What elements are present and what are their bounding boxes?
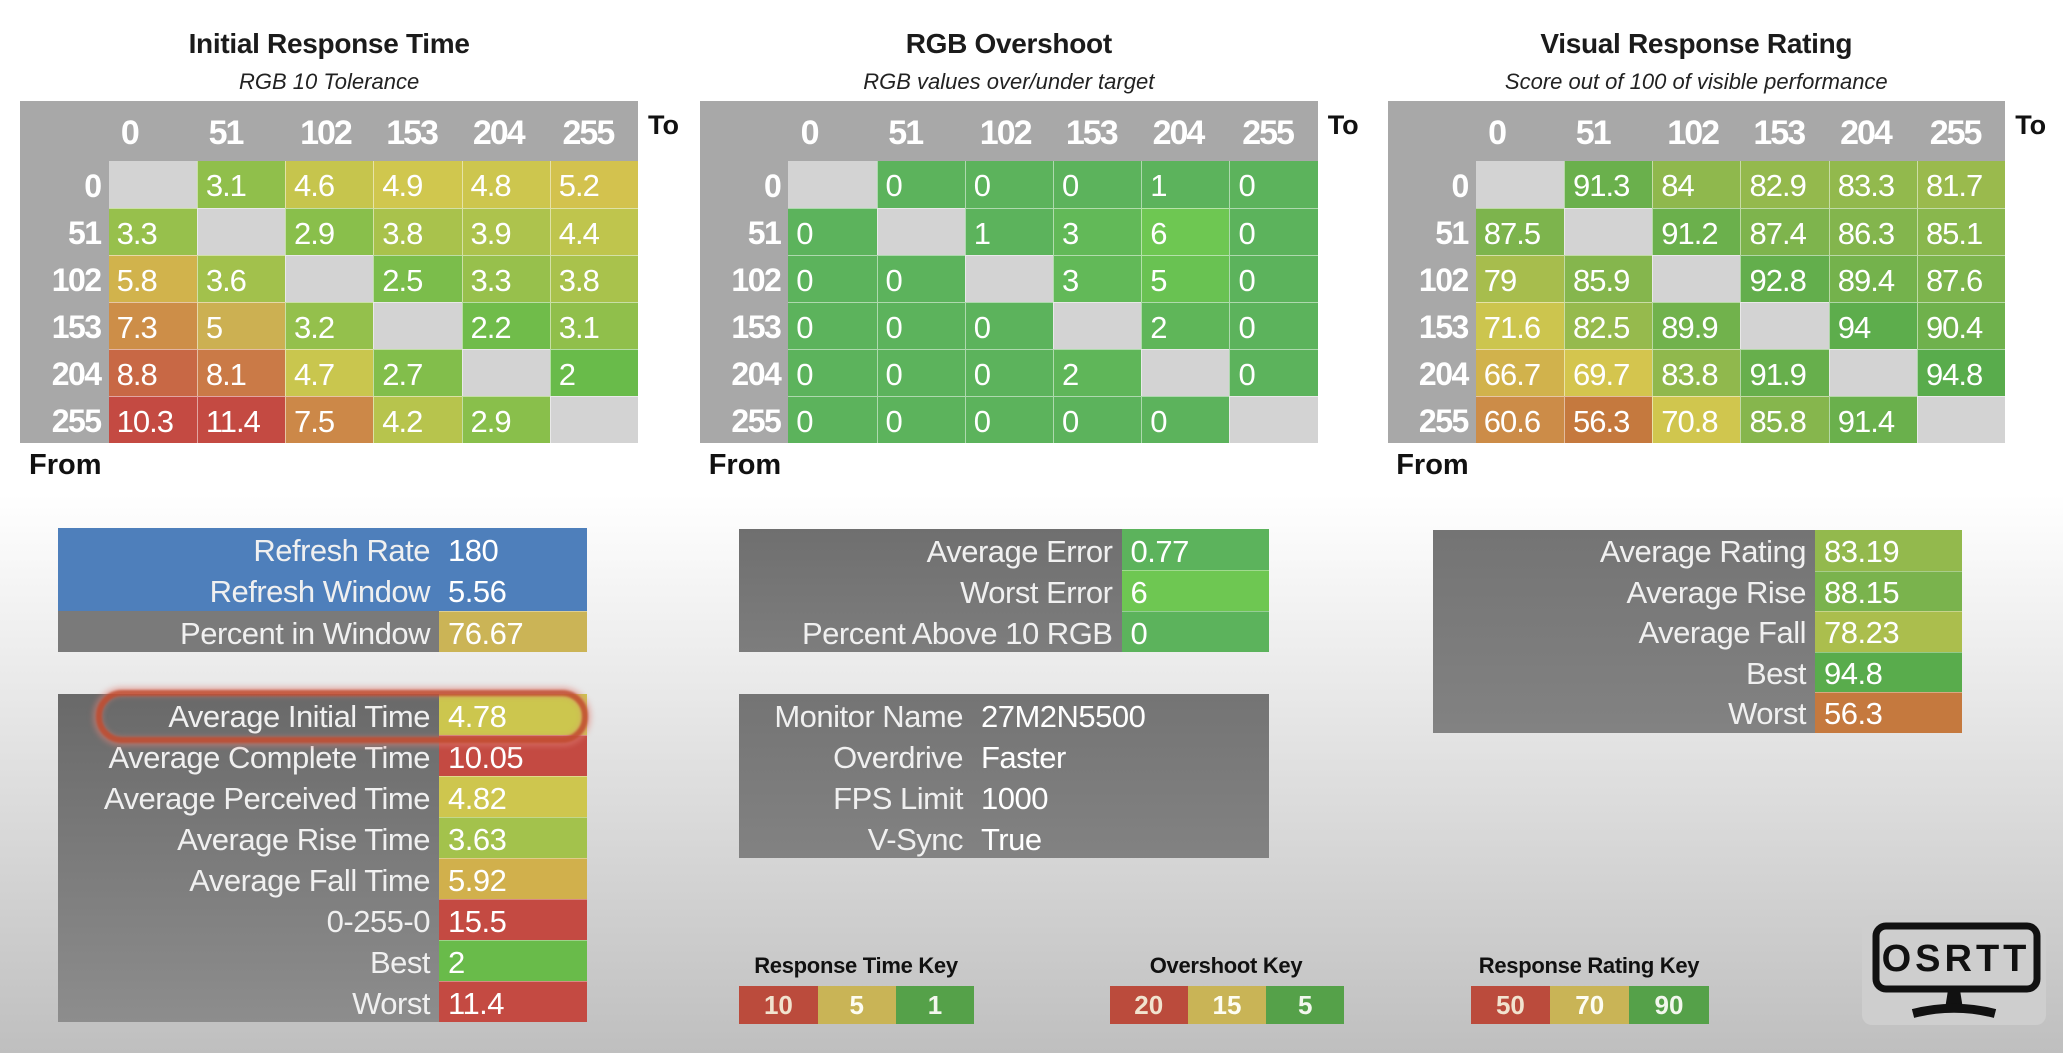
svg-text:OSRTT: OSRTT xyxy=(1882,938,2031,980)
